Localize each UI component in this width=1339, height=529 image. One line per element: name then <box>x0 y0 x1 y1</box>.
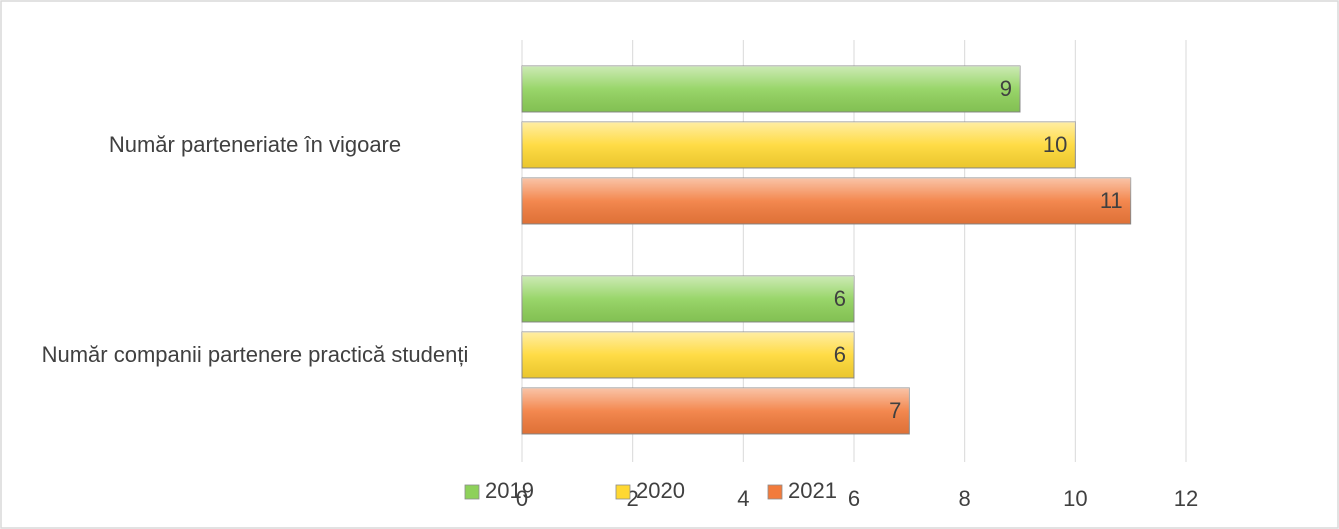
legend-swatch <box>464 484 480 500</box>
value-label: 9 <box>1000 76 1012 101</box>
x-tick-label: 10 <box>1063 486 1087 511</box>
bar-shine <box>522 122 1076 168</box>
value-label: 11 <box>1100 188 1123 213</box>
bar-shine <box>522 332 854 378</box>
value-label: 7 <box>889 398 901 423</box>
x-tick-label: 6 <box>848 486 860 511</box>
bar-shine <box>522 66 1020 112</box>
x-tick-label: 8 <box>959 486 971 511</box>
value-label: 6 <box>834 286 846 311</box>
x-tick-label: 0 <box>516 486 528 511</box>
legend-label: 2020 <box>636 478 685 503</box>
bar-shine <box>522 388 910 434</box>
legend-label: 2019 <box>485 478 534 503</box>
value-label: 6 <box>834 342 846 367</box>
bar-shine <box>522 178 1131 224</box>
legend-swatch <box>615 484 631 500</box>
legend-swatch <box>767 484 783 500</box>
value-label: 10 <box>1043 132 1067 157</box>
category-label: Număr parteneriate în vigoare <box>108 132 402 157</box>
x-tick-label: 4 <box>737 486 749 511</box>
x-tick-label: 12 <box>1174 486 1198 511</box>
category-label: Număr companii partenere practică studen… <box>41 342 469 367</box>
bar-shine <box>522 276 854 322</box>
legend-label: 2021 <box>788 478 837 503</box>
